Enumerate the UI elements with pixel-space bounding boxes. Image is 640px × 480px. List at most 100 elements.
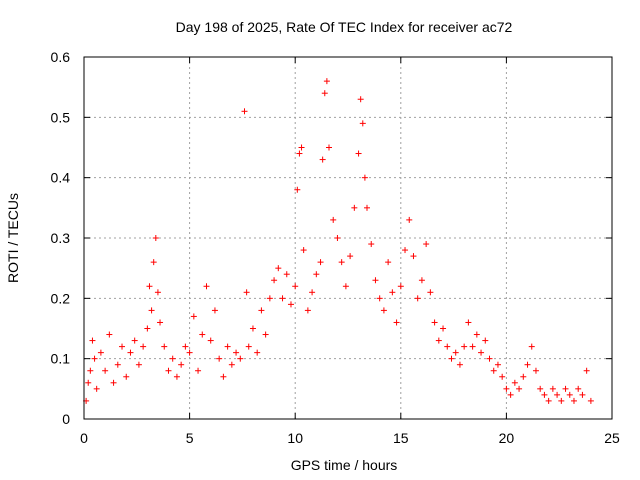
data-point [119, 343, 126, 350]
data-point [503, 385, 510, 392]
data-point [355, 150, 362, 157]
data-point [228, 361, 235, 368]
data-point [258, 307, 265, 314]
data-point [482, 337, 489, 344]
data-point [283, 271, 290, 278]
y-axis-label: ROTI / TECUs [5, 193, 21, 283]
data-point [245, 343, 252, 350]
data-point [152, 235, 159, 241]
data-point [97, 349, 104, 356]
data-point [123, 373, 130, 380]
data-points [83, 78, 594, 404]
data-point [106, 331, 113, 338]
data-point [89, 337, 96, 344]
data-point [579, 391, 586, 398]
data-point [140, 343, 147, 350]
data-point [511, 379, 518, 386]
data-point [456, 361, 463, 368]
data-point [380, 307, 387, 314]
data-point [325, 144, 332, 151]
data-point [402, 247, 409, 254]
data-point [317, 259, 324, 266]
y-tick-label: 0 [62, 411, 70, 427]
data-point [444, 343, 451, 350]
data-point [334, 235, 341, 241]
data-point [157, 319, 164, 326]
x-tick-label: 5 [186, 430, 194, 446]
data-point [364, 204, 371, 211]
data-point [473, 331, 480, 338]
x-tick-label: 15 [393, 430, 409, 446]
data-point [440, 325, 447, 332]
data-point [91, 355, 98, 362]
data-point [554, 391, 561, 398]
data-point [566, 391, 573, 398]
y-tick-label: 0.6 [51, 49, 71, 65]
data-point [102, 367, 109, 374]
data-point [342, 283, 349, 290]
tick-labels: 0 5 10 15 20 25 0 0.1 0.2 0.3 0.4 0.5 0.6 [51, 49, 620, 446]
data-point [127, 349, 134, 356]
data-point [357, 96, 364, 103]
x-tick-label: 20 [499, 430, 515, 446]
x-tick-label: 0 [80, 430, 88, 446]
data-point [537, 385, 544, 392]
data-point [165, 367, 172, 374]
y-tick-label: 0.1 [51, 351, 71, 367]
data-point [146, 283, 153, 290]
data-point [372, 277, 379, 284]
data-point [368, 241, 375, 248]
data-point [262, 331, 269, 338]
data-point [186, 349, 193, 356]
data-point [319, 156, 326, 163]
data-point [300, 247, 307, 254]
data-point [397, 283, 404, 290]
data-point [135, 361, 142, 368]
data-point [275, 265, 282, 272]
data-point [351, 204, 358, 211]
data-point [237, 355, 244, 362]
data-point [516, 385, 523, 392]
data-point [131, 337, 138, 344]
data-point [169, 355, 176, 362]
data-point [254, 349, 261, 356]
y-tick-label: 0.3 [51, 230, 71, 246]
data-point [144, 325, 151, 332]
data-point [418, 277, 425, 284]
data-point [296, 150, 303, 157]
data-point [570, 397, 577, 404]
data-point [541, 391, 548, 398]
data-point [562, 385, 569, 392]
data-point [520, 373, 527, 380]
data-point [211, 307, 218, 314]
data-point [435, 337, 442, 344]
data-point [161, 343, 168, 350]
data-point [338, 259, 345, 266]
data-point [216, 355, 223, 362]
data-point [465, 319, 472, 326]
data-point [558, 397, 565, 404]
data-point [241, 108, 248, 115]
data-point [414, 295, 421, 302]
data-point [330, 216, 337, 223]
data-point [385, 259, 392, 266]
data-point [321, 90, 328, 97]
data-point [528, 343, 535, 350]
data-point [298, 144, 305, 151]
data-point [393, 319, 400, 326]
data-point [549, 385, 556, 392]
data-point [195, 367, 202, 374]
data-point [448, 355, 455, 362]
data-point [313, 271, 320, 278]
data-point [85, 379, 92, 386]
data-point [575, 385, 582, 392]
data-point [323, 78, 330, 85]
data-point [287, 301, 294, 308]
data-point [499, 373, 506, 380]
data-point [304, 307, 311, 314]
data-point [271, 277, 278, 284]
data-point [150, 259, 157, 266]
data-point [427, 289, 434, 296]
y-tick-label: 0.4 [51, 170, 71, 186]
